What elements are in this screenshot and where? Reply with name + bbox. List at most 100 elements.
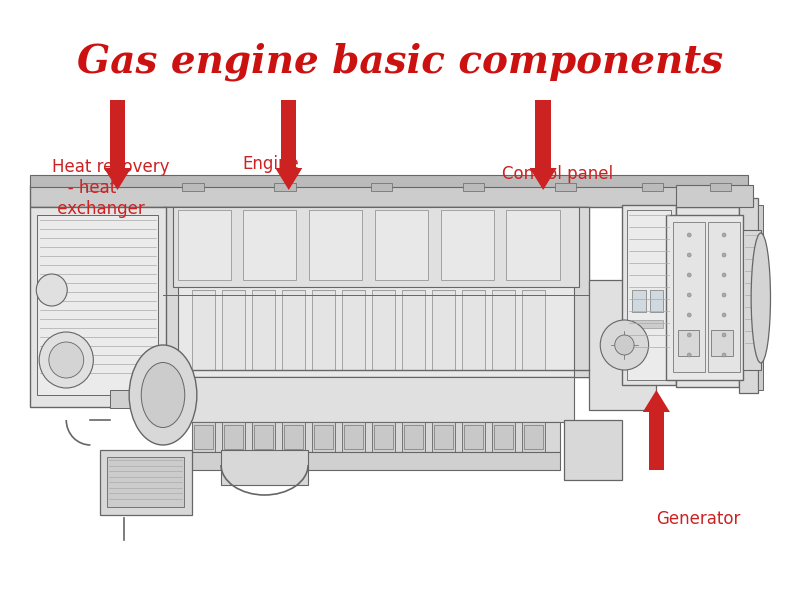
Bar <box>342 422 365 452</box>
Bar <box>224 425 243 449</box>
Bar <box>309 210 362 280</box>
Bar <box>139 380 168 415</box>
Bar <box>506 210 560 280</box>
Circle shape <box>722 273 726 277</box>
Circle shape <box>36 274 67 306</box>
Bar <box>274 183 295 191</box>
Bar <box>678 330 699 356</box>
Bar <box>38 215 158 395</box>
Circle shape <box>614 335 634 355</box>
Bar <box>110 390 163 408</box>
Bar <box>290 452 297 464</box>
Bar <box>200 452 206 464</box>
Bar <box>252 422 275 452</box>
Bar <box>463 183 484 191</box>
Bar <box>470 452 477 464</box>
Bar <box>574 207 589 377</box>
Bar <box>464 425 483 449</box>
Text: Generator: Generator <box>656 510 741 528</box>
Bar <box>622 205 676 385</box>
Bar <box>372 422 395 452</box>
Circle shape <box>687 353 691 357</box>
Bar <box>182 452 560 470</box>
Bar <box>178 210 230 280</box>
Bar <box>554 183 576 191</box>
Bar <box>281 100 297 168</box>
Bar <box>708 222 739 372</box>
Circle shape <box>722 313 726 317</box>
Bar <box>462 290 485 370</box>
Text: Engine: Engine <box>242 155 299 173</box>
Bar <box>432 422 455 452</box>
Bar <box>350 452 357 464</box>
Bar <box>743 230 761 370</box>
Bar <box>650 290 663 312</box>
Bar <box>642 183 663 191</box>
Bar <box>565 420 622 480</box>
Bar <box>320 452 326 464</box>
Bar <box>100 450 192 515</box>
Bar <box>222 422 246 452</box>
Text: Gas engine basic components: Gas engine basic components <box>77 43 723 81</box>
Circle shape <box>687 293 691 297</box>
Bar <box>530 452 536 464</box>
Bar <box>632 320 663 328</box>
Circle shape <box>687 313 691 317</box>
Bar <box>434 425 454 449</box>
Ellipse shape <box>142 362 185 427</box>
Ellipse shape <box>751 233 770 363</box>
Bar <box>440 452 446 464</box>
Bar <box>402 422 425 452</box>
Bar <box>230 452 237 464</box>
Bar <box>86 183 107 191</box>
Bar <box>194 425 214 449</box>
Bar <box>222 290 246 370</box>
Bar <box>374 425 394 449</box>
Bar <box>192 422 560 452</box>
Bar <box>676 185 753 207</box>
Bar <box>492 290 515 370</box>
Bar <box>666 215 743 380</box>
Bar <box>676 207 738 387</box>
Bar <box>342 290 365 370</box>
Bar <box>535 100 551 168</box>
Bar <box>441 210 494 280</box>
Text: Control panel: Control panel <box>502 165 613 183</box>
Polygon shape <box>643 390 670 412</box>
Bar <box>404 425 423 449</box>
Polygon shape <box>104 168 131 190</box>
Bar <box>673 222 705 372</box>
Bar <box>192 290 215 370</box>
Circle shape <box>722 233 726 237</box>
Circle shape <box>687 233 691 237</box>
Ellipse shape <box>129 345 197 445</box>
Bar <box>627 210 671 380</box>
Bar <box>252 290 275 370</box>
Bar <box>410 452 417 464</box>
Bar <box>243 210 297 280</box>
Bar <box>711 330 733 356</box>
Circle shape <box>722 253 726 257</box>
Bar <box>107 457 184 507</box>
Bar <box>163 207 178 377</box>
Bar <box>221 450 308 485</box>
Bar <box>758 205 762 390</box>
Bar <box>372 290 395 370</box>
Bar <box>254 425 274 449</box>
Circle shape <box>49 342 84 378</box>
Circle shape <box>722 293 726 297</box>
Bar <box>649 412 664 470</box>
Bar <box>494 425 513 449</box>
Bar <box>462 422 485 452</box>
Bar <box>282 290 306 370</box>
Bar <box>375 210 428 280</box>
Bar <box>402 290 425 370</box>
Text: Heat recovery
   - heat
 exchanger: Heat recovery - heat exchanger <box>52 158 170 218</box>
Bar <box>312 290 335 370</box>
Bar <box>492 422 515 452</box>
Bar <box>632 290 646 312</box>
Bar <box>260 452 266 464</box>
Polygon shape <box>275 168 302 190</box>
Polygon shape <box>530 168 557 190</box>
Bar <box>344 425 363 449</box>
